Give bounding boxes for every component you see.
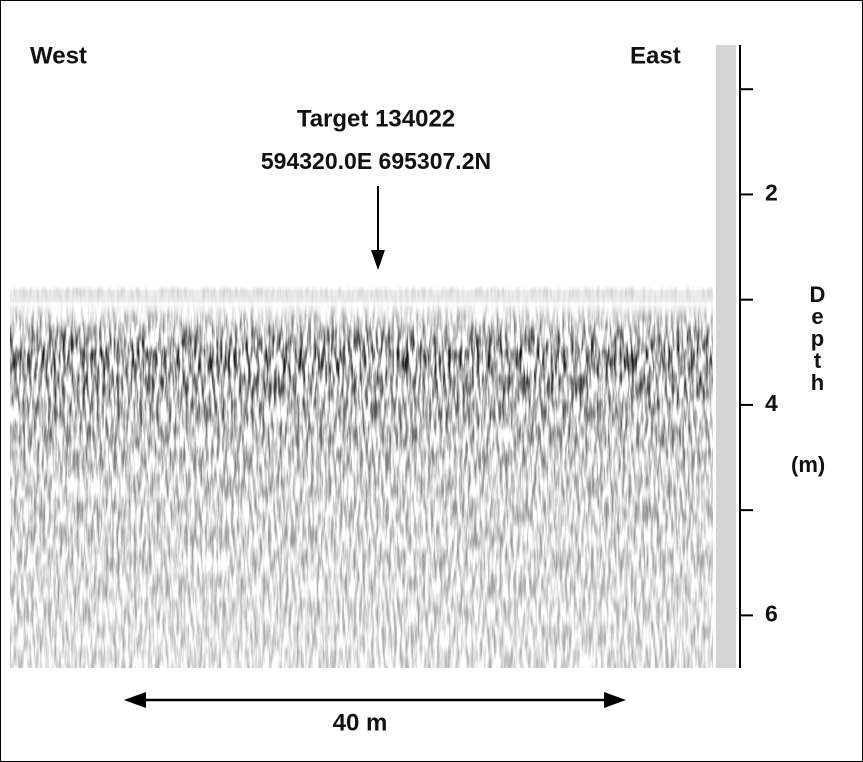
depth-title: Depth (805, 282, 830, 392)
target-name: Target 134022 (297, 105, 455, 132)
target-arrowhead (371, 250, 385, 270)
radar-profile (10, 285, 713, 668)
east-label: East (630, 42, 681, 69)
depth-tick-label: 6 (765, 600, 778, 626)
axis-strip (716, 45, 736, 668)
scale-label: 40 m (333, 709, 388, 736)
depth-tick-label: 2 (765, 180, 778, 206)
depth-tick-label: 4 (765, 390, 778, 416)
depth-unit: (m) (791, 452, 826, 477)
target-coords: 594320.0E 695307.2N (261, 148, 491, 174)
scale-arrow-left (124, 692, 146, 708)
west-label: West (30, 42, 87, 69)
scale-arrow-right (604, 692, 626, 708)
surface-band (10, 290, 713, 302)
